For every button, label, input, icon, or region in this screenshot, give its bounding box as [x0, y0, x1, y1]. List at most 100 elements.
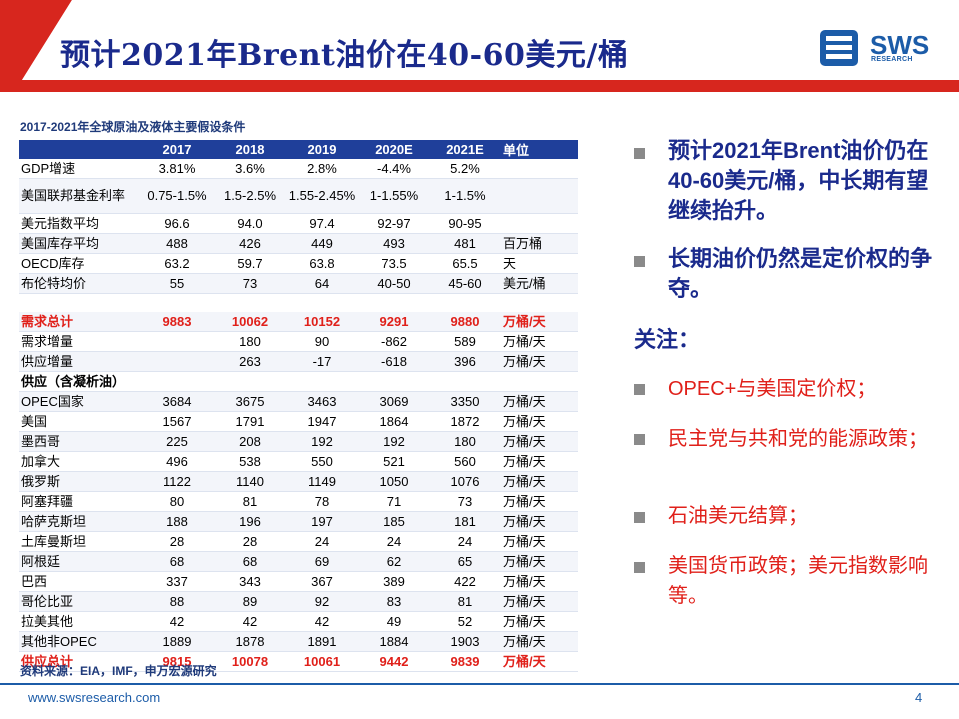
value-cell: [141, 293, 213, 312]
value-cell: 1891: [287, 631, 357, 652]
page-number: 4: [915, 690, 923, 705]
row-label: 哈萨克斯坦: [19, 511, 141, 532]
value-cell: 1947: [287, 411, 357, 432]
unit-cell: 美元/桶: [499, 273, 578, 294]
table-row: 美国联邦基金利率 0.75-1.5% 1.5-2.5% 1.55-2.45% 1-1.5…: [19, 178, 578, 214]
value-cell: 40-50: [357, 273, 431, 294]
value-cell: 396: [431, 351, 499, 372]
header-white-wedge: [22, 0, 82, 80]
value-cell: 389: [357, 571, 431, 592]
row-label: 需求总计: [19, 312, 141, 332]
row-label: 美国库存平均: [19, 233, 141, 254]
value-cell: 28: [141, 531, 213, 552]
unit-cell: 万桶/天: [499, 551, 578, 572]
value-cell: 538: [213, 451, 287, 472]
header-cell: 2018: [213, 140, 287, 159]
row-label: OPEC国家: [19, 391, 141, 412]
table-row: 需求总计 9883 10062 10152 9291 9880 万桶/天: [19, 312, 578, 332]
row-label: 墨西哥: [19, 431, 141, 452]
footer-url-link[interactable]: www.swsresearch.com: [28, 690, 161, 705]
table-row: 美元指数平均 96.6 94.0 97.4 92-97 90-95: [19, 213, 578, 234]
value-cell: 343: [213, 571, 287, 592]
row-label: 其他非OPEC: [19, 631, 141, 652]
value-cell: 225: [141, 431, 213, 452]
focus-bullet-text: 美国货币政策；美元指数影响等。: [668, 555, 928, 607]
value-cell: 1.5-2.5%: [213, 178, 287, 214]
value-cell: 1-1.55%: [357, 178, 431, 214]
value-cell: 73.5: [357, 253, 431, 274]
table-row: 美国 1567 1791 1947 1864 1872 万桶/天: [19, 411, 578, 432]
value-cell: 367: [287, 571, 357, 592]
value-cell: 9442: [357, 651, 431, 672]
page-title: 预计2021年Brent油价在40-60美元/桶: [60, 38, 629, 73]
value-cell: 24: [357, 531, 431, 552]
value-cell: [431, 371, 499, 392]
table-row: 供应增量 263 -17 -618 396 万桶/天: [19, 351, 578, 372]
value-cell: 1122: [141, 471, 213, 492]
header-cell: 2021E: [431, 140, 499, 159]
table-row: 墨西哥 225 208 192 192 180 万桶/天: [19, 431, 578, 452]
value-cell: 192: [357, 431, 431, 452]
value-cell: 1050: [357, 471, 431, 492]
value-cell: 68: [141, 551, 213, 572]
value-cell: 78: [287, 491, 357, 512]
value-cell: 1872: [431, 411, 499, 432]
value-cell: 180: [213, 331, 287, 352]
value-cell: 1140: [213, 471, 287, 492]
value-cell: 449: [287, 233, 357, 254]
value-cell: 3675: [213, 391, 287, 412]
value-cell: [431, 293, 499, 312]
row-label: 布伦特均价: [19, 273, 141, 294]
row-label: 供应增量: [19, 351, 141, 372]
row-label: 供应总计: [19, 651, 141, 672]
value-cell: 1864: [357, 411, 431, 432]
value-cell: 1149: [287, 471, 357, 492]
unit-cell: [499, 178, 578, 214]
unit-cell: 万桶/天: [499, 431, 578, 452]
value-cell: 263: [213, 351, 287, 372]
focus-bullet-text: 民主党与共和党的能源政策；: [668, 428, 928, 450]
row-label: 阿塞拜疆: [19, 491, 141, 512]
value-cell: 59.7: [213, 253, 287, 274]
value-cell: -618: [357, 351, 431, 372]
value-cell: 481: [431, 233, 499, 254]
bullet-square-icon: [634, 256, 645, 267]
value-cell: [287, 293, 357, 312]
table-row: 阿根廷 68 68 69 62 65 万桶/天: [19, 551, 578, 572]
value-cell: 9839: [431, 651, 499, 672]
table-row: 哥伦比亚 88 89 92 83 81 万桶/天: [19, 591, 578, 612]
unit-cell: 万桶/天: [499, 411, 578, 432]
value-cell: 550: [287, 451, 357, 472]
row-label: OECD库存: [19, 253, 141, 274]
bullet-square-icon: [634, 434, 645, 445]
unit-cell: 万桶/天: [499, 651, 578, 672]
value-cell: 10078: [213, 651, 287, 672]
bullet-square-icon: [634, 148, 645, 159]
table-row: 拉美其他 42 42 42 49 52 万桶/天: [19, 611, 578, 632]
row-label: 美国联邦基金利率: [19, 178, 141, 214]
value-cell: 188: [141, 511, 213, 532]
value-cell: 496: [141, 451, 213, 472]
value-cell: 185: [357, 511, 431, 532]
main-bullet-text: 预计2021年Brent油价仍在40-60美元/桶，中长期有望继续抬升。: [668, 138, 929, 223]
value-cell: 493: [357, 233, 431, 254]
table-row: 加拿大 496 538 550 521 560 万桶/天: [19, 451, 578, 472]
value-cell: 488: [141, 233, 213, 254]
header-cell: [19, 140, 141, 159]
table-row: 供应（含凝析油）: [19, 371, 578, 392]
table-row: 其他非OPEC 1889 1878 1891 1884 1903 万桶/天: [19, 631, 578, 652]
assumption-table: 2017 2018 2019 2020E 2021E 单位 GDP增速 3.81%…: [19, 140, 578, 672]
value-cell: 42: [287, 611, 357, 632]
value-cell: 521: [357, 451, 431, 472]
value-cell: 1889: [141, 631, 213, 652]
focus-bullet-text: OPEC+与美国定价权；: [668, 378, 877, 400]
table-row: 需求增量 180 90 -862 589 万桶/天: [19, 331, 578, 352]
value-cell: 3.6%: [213, 159, 287, 179]
focus-bullet-text: 石油美元结算；: [668, 505, 808, 527]
value-cell: 3069: [357, 391, 431, 412]
value-cell: 73: [431, 491, 499, 512]
header-red-bottom-bar: [0, 80, 959, 92]
unit-cell: 万桶/天: [499, 351, 578, 372]
row-label: 供应（含凝析油）: [19, 371, 141, 392]
value-cell: 94.0: [213, 213, 287, 234]
